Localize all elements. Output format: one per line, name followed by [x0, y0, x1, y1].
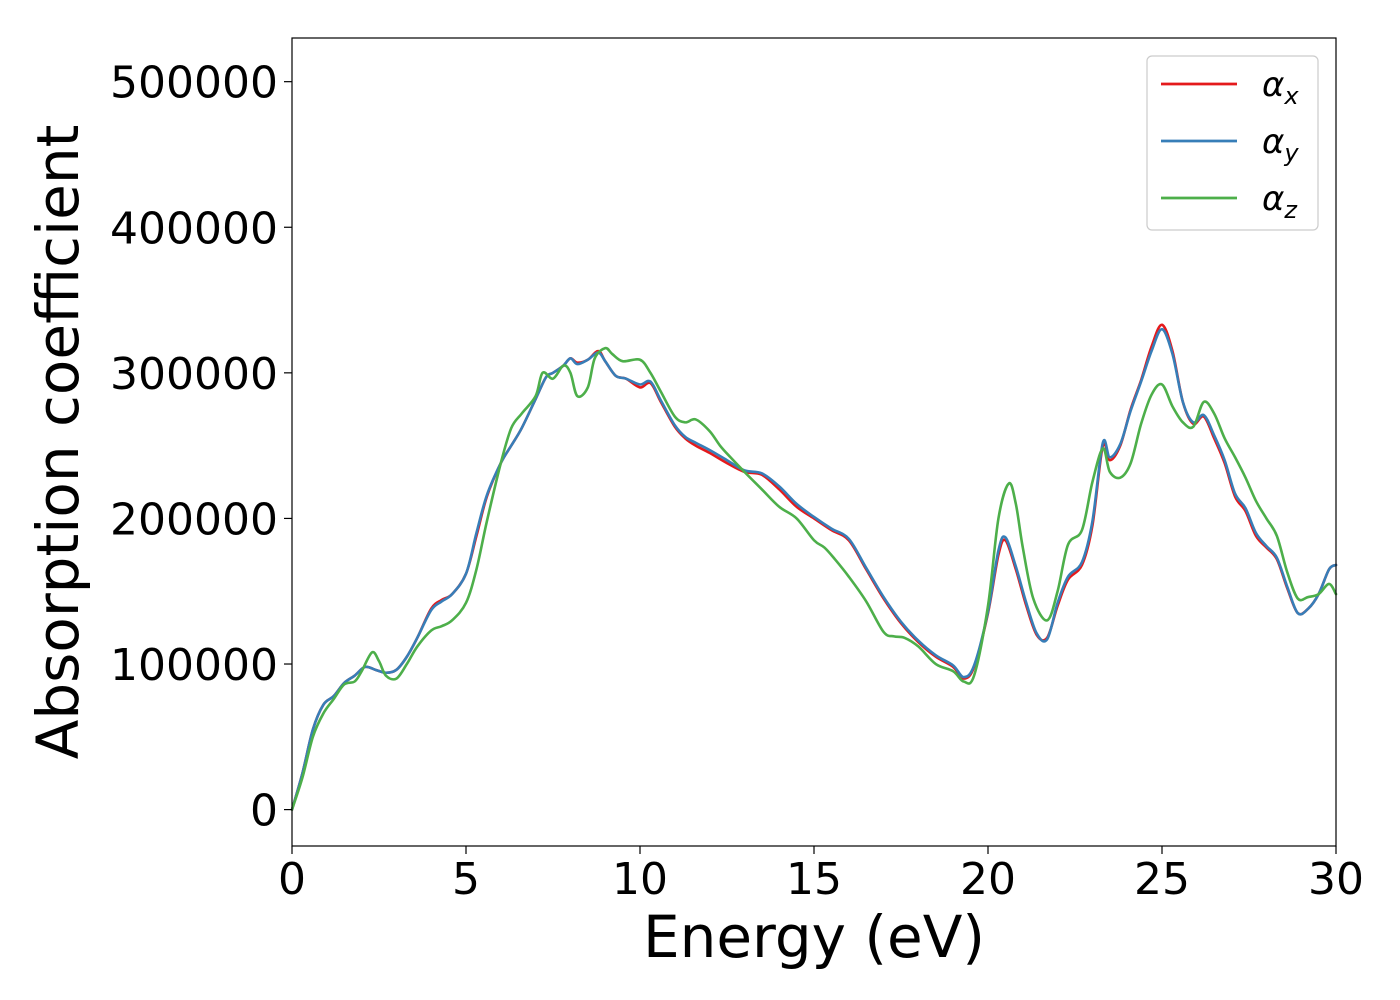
x-axis-ticks: 0 5 10 15 20 25 30: [278, 846, 1364, 905]
y-axis-ticks: 0 100000 200000 300000 400000 500000: [110, 58, 292, 837]
x-tick-label: 25: [1134, 854, 1190, 905]
legend-label-y: αy: [1262, 122, 1299, 167]
legend-label-x: αx: [1262, 65, 1299, 110]
x-axis-label: Energy (eV): [643, 903, 985, 971]
y-tick-label: 0: [250, 786, 278, 837]
x-tick-label: 0: [278, 854, 306, 905]
x-tick-label: 15: [786, 854, 842, 905]
x-tick-label: 10: [612, 854, 668, 905]
series-line-z: [290, 346, 1338, 811]
y-tick-label: 500000: [110, 58, 278, 109]
y-tick-label: 200000: [110, 494, 278, 545]
y-tick-label: 400000: [110, 203, 278, 254]
legend-box: [1146, 55, 1319, 231]
y-axis-label: Absorption coefficient: [24, 125, 92, 760]
y-tick-label: 100000: [110, 640, 278, 691]
y-tick-label: 300000: [110, 349, 278, 400]
series-line-y: [290, 327, 1338, 811]
x-tick-label: 20: [960, 854, 1016, 905]
x-tick-label: 30: [1308, 854, 1364, 905]
series-layer: [290, 323, 1338, 811]
legend-label-z: αz: [1262, 179, 1298, 224]
legend: αx αy αz: [1146, 55, 1319, 231]
x-tick-label: 5: [452, 854, 480, 905]
